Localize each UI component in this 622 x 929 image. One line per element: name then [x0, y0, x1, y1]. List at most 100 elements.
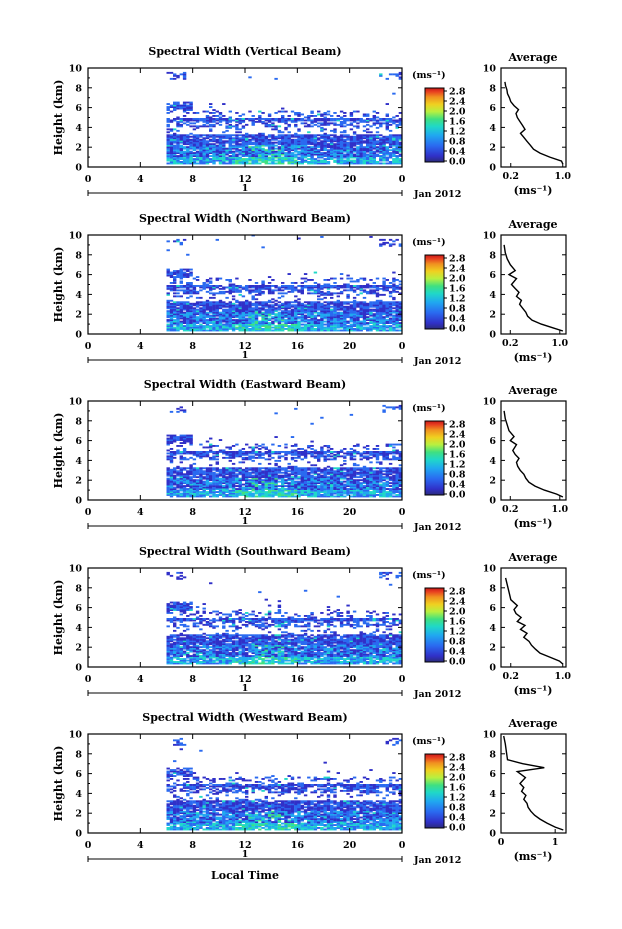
heatmap-cell [258, 462, 262, 465]
heatmap-cell [218, 470, 223, 473]
heatmap-cell [215, 302, 219, 305]
heatmap-cell [186, 137, 190, 140]
heatmap-cell [297, 326, 301, 329]
heatmap-cell [287, 118, 291, 120]
heatmap-cell [320, 328, 324, 330]
heatmap-cell [307, 486, 311, 489]
heatmap-cell [173, 488, 177, 490]
heatmap-cell [179, 452, 183, 455]
heatmap-cell [339, 301, 344, 304]
heatmap-cell [369, 150, 373, 153]
heatmap-cell [222, 141, 226, 144]
heatmap [166, 234, 403, 332]
heatmap-cell [317, 453, 321, 456]
heatmap-cell [284, 134, 288, 137]
heatmap-cell [267, 477, 272, 480]
heatmap-cell [346, 311, 350, 314]
heatmap-cell [277, 147, 282, 150]
heatmap-cell [290, 458, 295, 461]
colorbar-tick-label: 1.2 [449, 127, 466, 138]
heatmap-cell [258, 289, 262, 292]
heatmap-cell [307, 485, 311, 487]
heatmap-cell [218, 491, 223, 493]
heatmap-cell [192, 287, 197, 290]
heatmap-cell [189, 486, 193, 489]
heatmap-cell [241, 452, 246, 455]
heatmap-cell [169, 323, 174, 326]
heatmap-cell [199, 325, 203, 327]
heatmap-cell [310, 328, 314, 330]
heatmap-cell [294, 465, 298, 468]
heatmap-cell [320, 320, 324, 323]
heatmap-cell [209, 305, 213, 308]
heatmap-cell [277, 141, 282, 144]
heatmap-cell [356, 150, 360, 153]
heatmap-cell [297, 489, 301, 492]
heatmap-cell [166, 302, 170, 305]
heatmap-cell [274, 476, 278, 479]
heatmap-cell [218, 159, 223, 162]
heatmap-cell [388, 308, 393, 311]
heatmap-cell [169, 473, 174, 476]
heatmap-cell [179, 406, 183, 409]
heatmap-cell [382, 146, 386, 149]
heatmap-cell [179, 241, 183, 244]
heatmap-cell [202, 120, 206, 123]
heatmap-cell [192, 328, 197, 330]
heatmap-cell [398, 119, 403, 122]
heatmap-cell [382, 317, 386, 320]
heatmap-cell [290, 287, 295, 290]
heatmap-cell [231, 477, 236, 480]
y-tick-label: 10 [69, 231, 83, 242]
heatmap-cell [176, 445, 180, 447]
heatmap-cell [330, 285, 334, 287]
heatmap-cell [303, 116, 308, 119]
heatmap-cell [339, 138, 344, 141]
heatmap-cell [176, 270, 180, 272]
heatmap-cell [231, 452, 236, 455]
heatmap-cell [271, 491, 275, 493]
heatmap-cell [199, 159, 203, 162]
heatmap-cell [297, 316, 301, 319]
heatmap-cell [359, 302, 363, 305]
heatmap-cell [385, 307, 389, 310]
heatmap-cell [392, 135, 396, 138]
heatmap-cell [398, 287, 403, 290]
heatmap-cell [169, 491, 174, 493]
heatmap-cell [379, 316, 383, 319]
heatmap-cell [313, 159, 318, 162]
heatmap-cell [297, 302, 301, 305]
heatmap-cell [225, 140, 229, 143]
heatmap-cell [222, 467, 226, 470]
heatmap-cell [245, 135, 249, 138]
heatmap-cell [352, 150, 357, 153]
heatmap-cell [182, 410, 187, 413]
heatmap-cell [264, 141, 268, 144]
heatmap-cell [398, 143, 403, 146]
heatmap-cell [231, 159, 236, 162]
heatmap-cell [310, 476, 314, 479]
heatmap-cell [267, 144, 272, 147]
heatmap-cell [379, 293, 383, 296]
heatmap-cell [392, 320, 396, 323]
heatmap-cell [307, 286, 311, 289]
heatmap-cell [222, 135, 226, 138]
heatmap-cell [251, 319, 255, 321]
heatmap-cell [195, 118, 200, 120]
heatmap-cell [382, 238, 386, 241]
heatmap-cell [297, 491, 301, 493]
heatmap-cell [333, 161, 337, 163]
heatmap-cell [287, 158, 291, 160]
colorbar-tick-label: 0.4 [449, 147, 466, 158]
heatmap-cell [264, 287, 268, 290]
heatmap-cell [189, 140, 193, 143]
heatmap-cell [169, 314, 174, 317]
heatmap-cell [245, 313, 249, 316]
heatmap-cell [225, 326, 229, 329]
heatmap-cell [362, 159, 367, 162]
heatmap-cell [346, 316, 350, 319]
heatmap-cell [297, 144, 301, 147]
heatmap-cell [294, 161, 298, 163]
heatmap-cell [290, 470, 295, 473]
heatmap-cell [300, 468, 304, 471]
